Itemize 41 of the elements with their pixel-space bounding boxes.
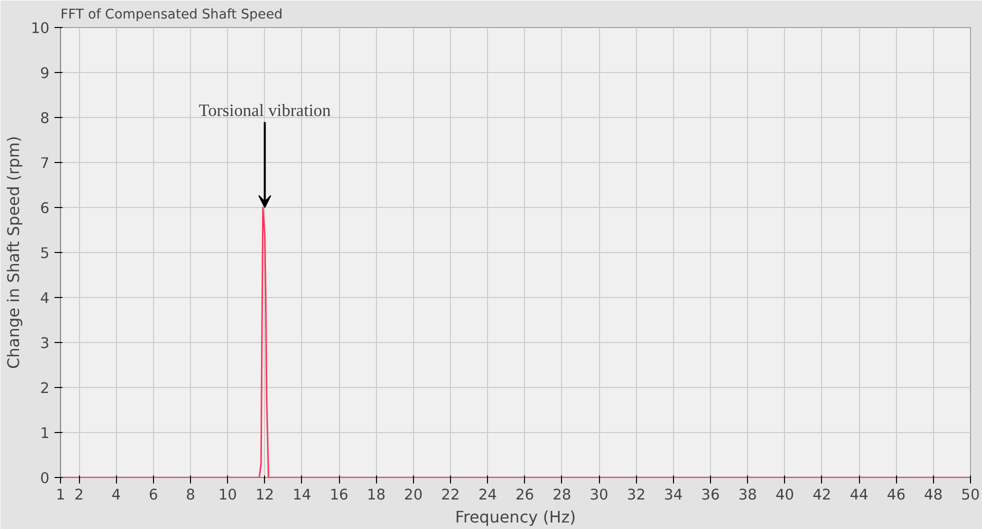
- x-tick-label: 6: [148, 486, 158, 504]
- x-tick-label: 46: [886, 486, 906, 504]
- x-tick-label: 24: [478, 486, 497, 504]
- x-tick-label: 12: [255, 486, 274, 504]
- chart-title: FFT of Compensated Shaft Speed: [60, 8, 283, 22]
- y-tick-label: 10: [30, 20, 50, 37]
- x-tick-label: 14: [292, 486, 312, 504]
- y-axis-title: Change in Shaft Speed (rpm): [4, 136, 23, 369]
- x-tick-label: 28: [552, 486, 572, 504]
- x-tick-label: 30: [590, 486, 608, 504]
- y-tick-label: 9: [40, 65, 50, 82]
- x-tick-label: 50: [961, 486, 980, 504]
- x-tick-label: 32: [626, 486, 646, 504]
- x-tick-label: 44: [850, 486, 868, 504]
- x-tick-label: 34: [664, 486, 683, 504]
- x-axis-title: Frequency (Hz): [455, 508, 576, 526]
- y-tick-label: 5: [40, 245, 50, 262]
- x-tick-label: 36: [701, 486, 720, 504]
- y-tick-label: 2: [40, 380, 50, 397]
- x-tick-label: 40: [775, 486, 794, 504]
- y-tick-label: 1: [40, 425, 50, 442]
- x-tick-label: 2: [74, 486, 84, 504]
- x-tick-label: 4: [112, 486, 121, 504]
- y-tick-label: 4: [40, 290, 50, 307]
- x-tick-label: 38: [738, 486, 757, 504]
- x-tick-label: 48: [924, 486, 943, 504]
- y-tick-label: 6: [40, 200, 50, 217]
- x-tick-label: 8: [186, 486, 196, 504]
- annotation: Torsional vibration: [198, 101, 332, 120]
- x-tick-label: 1: [56, 486, 66, 504]
- x-tick-label: 26: [515, 486, 534, 504]
- y-tick-label: 3: [40, 335, 50, 352]
- y-tick-label: 8: [40, 110, 50, 127]
- x-tick-label: 16: [330, 486, 348, 504]
- x-tick-label: 22: [441, 486, 460, 504]
- y-tick-label: 7: [40, 155, 50, 172]
- x-tick-label: 20: [404, 486, 423, 504]
- y-tick-label: 0: [40, 470, 50, 487]
- x-tick-label: 18: [366, 486, 386, 504]
- x-tick-label: 42: [812, 486, 832, 504]
- x-tick-label: 10: [218, 486, 237, 504]
